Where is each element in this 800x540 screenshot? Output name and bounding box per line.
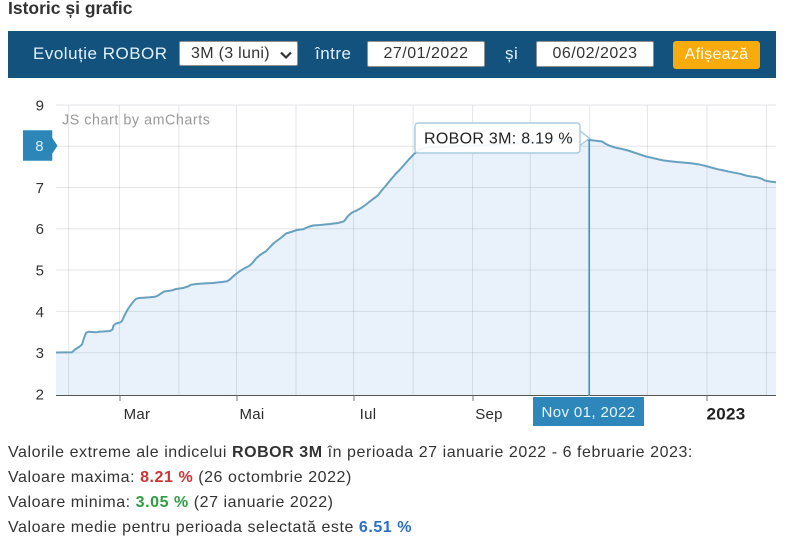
svg-text:3: 3: [36, 345, 44, 362]
svg-text:8: 8: [35, 138, 43, 155]
svg-text:JS chart by amCharts: JS chart by amCharts: [62, 113, 210, 129]
svg-text:Mar: Mar: [124, 406, 151, 423]
svg-text:6: 6: [36, 221, 44, 238]
svg-text:2023: 2023: [706, 405, 745, 424]
svg-text:Mai: Mai: [239, 406, 264, 423]
svg-text:Iul: Iul: [360, 406, 377, 423]
svg-text:4: 4: [36, 304, 44, 321]
svg-text:Nov 01, 2022: Nov 01, 2022: [541, 404, 635, 421]
svg-text:7: 7: [36, 180, 44, 197]
svg-text:2: 2: [36, 386, 44, 403]
svg-text:5: 5: [36, 262, 44, 279]
svg-text:Sep: Sep: [475, 406, 503, 423]
svg-text:ROBOR 3M: 8.19 %: ROBOR 3M: 8.19 %: [424, 131, 573, 148]
svg-text:9: 9: [36, 97, 44, 114]
